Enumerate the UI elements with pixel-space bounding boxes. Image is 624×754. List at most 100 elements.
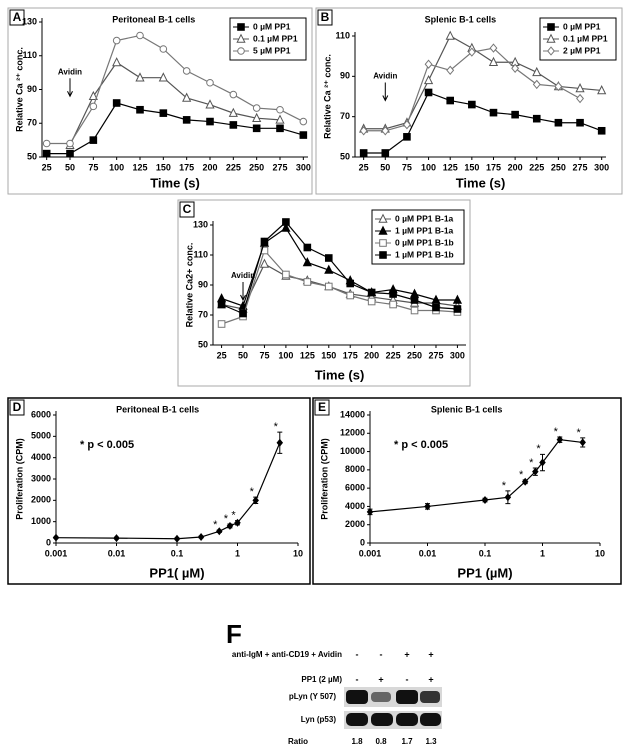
y-tick-label: 5000 [31,431,51,441]
significance-star: * [519,469,524,481]
y-tick-label: 50 [27,151,37,161]
annotation: Avidin [373,72,397,81]
legend-label: 2 µM PP1 [563,45,601,55]
series-line [46,34,304,145]
annotation-note: * p < 0.005 [80,439,134,451]
panel-label: D [13,400,22,414]
marker [468,100,476,109]
marker [112,57,122,67]
marker [532,66,542,77]
marker [359,126,368,136]
marker [539,458,546,467]
marker [424,502,431,511]
marker [182,92,192,102]
band [396,690,418,704]
y-axis-label: Relative Ca ²⁺ conc. [322,54,332,139]
marker [504,493,512,502]
annotation: Avidin [58,67,82,76]
x-tick-label: 25 [217,350,227,360]
marker [402,120,411,130]
marker [532,467,539,476]
band [346,713,368,726]
marker [282,270,290,279]
marker [381,126,390,136]
panel-label: F [226,619,242,649]
legend-label: 0 µM PP1 B-1b [395,237,454,247]
panel-label: A [13,10,22,24]
marker [205,99,215,109]
series-line [55,442,281,540]
marker [324,254,333,262]
y-tick-label: 130 [193,219,208,229]
condition-label: PP1 (2 µM) [301,675,342,684]
marker [547,46,555,56]
x-tick-label: 125 [300,350,315,360]
panel-frame [315,7,623,195]
x-tick-label: 175 [179,162,194,172]
panel-frame [177,199,471,387]
marker [66,139,74,148]
y-tick-label: 50 [198,339,208,349]
y-tick-label: 0 [360,537,365,547]
x-tick-label: 25 [359,162,369,172]
x-tick-label: 300 [594,162,609,172]
marker [597,126,606,135]
x-tick-label: 200 [202,162,217,172]
ratio-label: Ratio [288,737,308,746]
marker [229,121,238,129]
marker [236,33,246,43]
legend-label: 0 µM PP1 [563,21,601,31]
marker [89,102,98,111]
marker [302,257,312,267]
x-tick-label: 225 [226,162,241,172]
condition-sign: - [380,649,383,659]
chart-title: Peritoneal B-1 cells [116,404,199,414]
annotation: Avidin [231,271,255,280]
significance-star: * [213,519,218,531]
legend-label: 0 µM PP1 B-1a [395,213,454,223]
x-tick-label: 50 [65,162,75,172]
marker [481,496,489,505]
marker [579,438,586,447]
marker [299,117,308,126]
series-line [363,91,602,154]
marker [259,258,270,268]
x-tick-label: 25 [42,162,52,172]
x-tick-label: 275 [573,162,588,172]
marker [346,279,355,288]
x-tick-label: 0.001 [45,548,68,558]
panel-label-box [9,9,25,26]
marker [206,78,214,87]
marker [432,303,440,312]
x-tick-label: 275 [428,350,443,360]
y-tick-label: 90 [27,84,37,94]
condition-sign: + [378,674,383,684]
y-tick-label: 10000 [340,446,365,456]
marker [511,110,519,119]
x-axis-label: Time (s) [456,175,506,190]
significance-star: * [529,457,534,469]
legend-label: 1 µM PP1 B-1b [395,249,454,259]
x-axis-label: Time (s) [150,175,200,190]
x-tick-label: 100 [421,162,436,172]
significance-star: * [502,480,507,492]
marker [226,521,234,530]
y-tick-label: 110 [22,50,37,60]
marker [112,99,121,107]
x-tick-label: 200 [508,162,523,172]
y-tick-label: 70 [27,118,37,128]
x-tick-label: 10 [293,548,303,558]
ratio-value: 1.8 [351,737,363,746]
y-tick-label: 4000 [345,501,365,511]
x-tick-label: 10 [595,548,605,558]
marker [378,225,388,235]
marker [234,518,241,527]
y-axis-label: Proliferation (CPM) [319,438,329,520]
marker [303,278,312,286]
x-tick-label: 150 [464,162,479,172]
marker [282,218,290,226]
marker [556,435,564,444]
legend-label: 0 µM PP1 [253,21,291,31]
marker [52,533,60,542]
y-tick-label: 6000 [31,409,51,419]
